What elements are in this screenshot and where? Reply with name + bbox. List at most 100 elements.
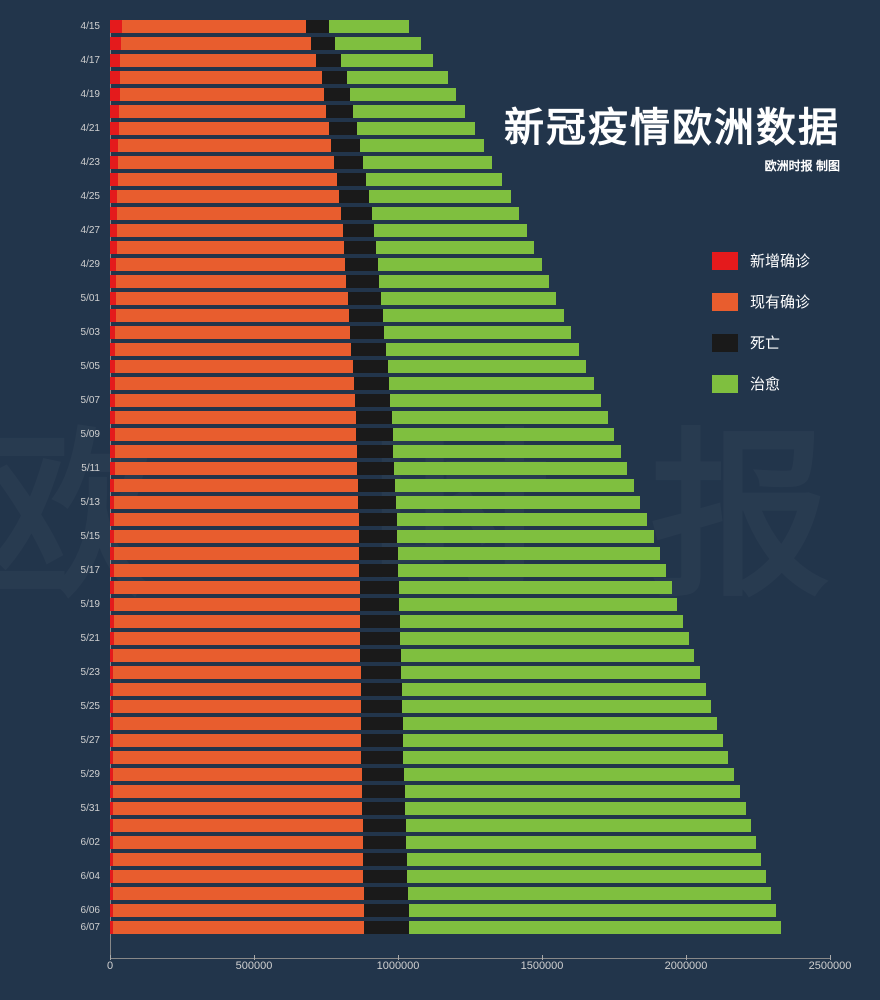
bar-segment: [350, 326, 384, 339]
bar-segment: [363, 870, 407, 883]
y-axis-label: 5/29: [0, 769, 100, 780]
bar-segment: [334, 156, 363, 169]
bar-segment: [355, 394, 391, 407]
bar-row: [110, 581, 672, 594]
y-axis-label: 5/09: [0, 429, 100, 440]
bar-row: [110, 802, 746, 815]
bar-segment: [343, 224, 374, 237]
bar-segment: [357, 122, 475, 135]
bar-segment: [395, 479, 634, 492]
bar-row: [110, 394, 601, 407]
bar-row: [110, 904, 776, 917]
bar-row: [110, 309, 564, 322]
bar-segment: [344, 241, 376, 254]
bar-segment: [335, 37, 421, 50]
bar-segment: [113, 904, 364, 917]
bar-row: [110, 71, 448, 84]
bar-segment: [407, 870, 766, 883]
bar-segment: [114, 632, 361, 645]
bar-segment: [117, 190, 339, 203]
bar-row: [110, 836, 756, 849]
bar-segment: [119, 105, 326, 118]
bar-segment: [322, 71, 347, 84]
bar-row: [110, 258, 542, 271]
bar-row: [110, 462, 627, 475]
bar-segment: [114, 530, 359, 543]
bar-segment: [400, 615, 683, 628]
bar-segment: [360, 598, 399, 611]
bar-row: [110, 513, 647, 526]
bar-segment: [329, 122, 357, 135]
bar-segment: [392, 411, 608, 424]
bar-row: [110, 445, 621, 458]
bar-segment: [351, 343, 386, 356]
bar-segment: [359, 513, 397, 526]
bar-segment: [110, 241, 117, 254]
bar-segment: [113, 751, 362, 764]
bar-segment: [113, 683, 360, 696]
bar-segment: [116, 292, 348, 305]
bar-row: [110, 37, 421, 50]
bar-segment: [115, 411, 356, 424]
bar-segment: [405, 785, 740, 798]
bar-segment: [122, 20, 306, 33]
bar-segment: [348, 292, 381, 305]
bar-row: [110, 615, 683, 628]
bar-segment: [361, 700, 402, 713]
bar-row: [110, 768, 734, 781]
bar-segment: [117, 207, 341, 220]
bar-segment: [358, 479, 395, 492]
bar-segment: [381, 292, 557, 305]
bar-segment: [117, 241, 345, 254]
bar-segment: [397, 530, 653, 543]
bar-row: [110, 479, 634, 492]
bar-segment: [356, 428, 393, 441]
bar-segment: [379, 275, 549, 288]
x-axis-tick-label: 1000000: [377, 960, 420, 972]
y-axis-label: 5/31: [0, 803, 100, 814]
bar-segment: [331, 139, 359, 152]
y-axis-label: 6/04: [0, 871, 100, 882]
y-axis-label: 4/17: [0, 55, 100, 66]
bar-segment: [360, 581, 399, 594]
bar-segment: [372, 207, 519, 220]
y-axis-label: 6/07: [0, 922, 100, 933]
bar-segment: [120, 88, 324, 101]
bar-row: [110, 173, 502, 186]
bar-segment: [329, 20, 410, 33]
bar-segment: [404, 768, 734, 781]
bar-row: [110, 632, 689, 645]
bar-segment: [361, 683, 402, 696]
bar-segment: [361, 717, 402, 730]
x-axis: 05000001000000150000020000002500000: [110, 960, 830, 990]
bar-segment: [405, 802, 745, 815]
bar-segment: [393, 445, 621, 458]
bar-segment: [384, 326, 571, 339]
bar-segment: [398, 564, 666, 577]
bars-container: [110, 20, 830, 940]
x-axis-tick-label: 500000: [236, 960, 273, 972]
bar-row: [110, 751, 728, 764]
bar-row: [110, 411, 608, 424]
bar-row: [110, 785, 740, 798]
bar-segment: [354, 377, 389, 390]
bar-segment: [389, 377, 593, 390]
bar-segment: [110, 207, 117, 220]
bar-segment: [357, 445, 394, 458]
x-axis-tick-label: 2000000: [665, 960, 708, 972]
bar-segment: [110, 88, 120, 101]
bar-segment: [316, 54, 340, 67]
bar-segment: [117, 224, 343, 237]
bar-segment: [363, 853, 407, 866]
bar-segment: [115, 445, 357, 458]
bar-segment: [115, 394, 355, 407]
bar-segment: [401, 666, 700, 679]
bar-segment: [115, 343, 351, 356]
bar-segment: [339, 190, 369, 203]
bar-segment: [110, 173, 118, 186]
bar-segment: [366, 173, 501, 186]
bar-segment: [113, 649, 360, 662]
y-axis-label: 5/27: [0, 735, 100, 746]
bar-segment: [118, 173, 337, 186]
bar-segment: [115, 428, 356, 441]
